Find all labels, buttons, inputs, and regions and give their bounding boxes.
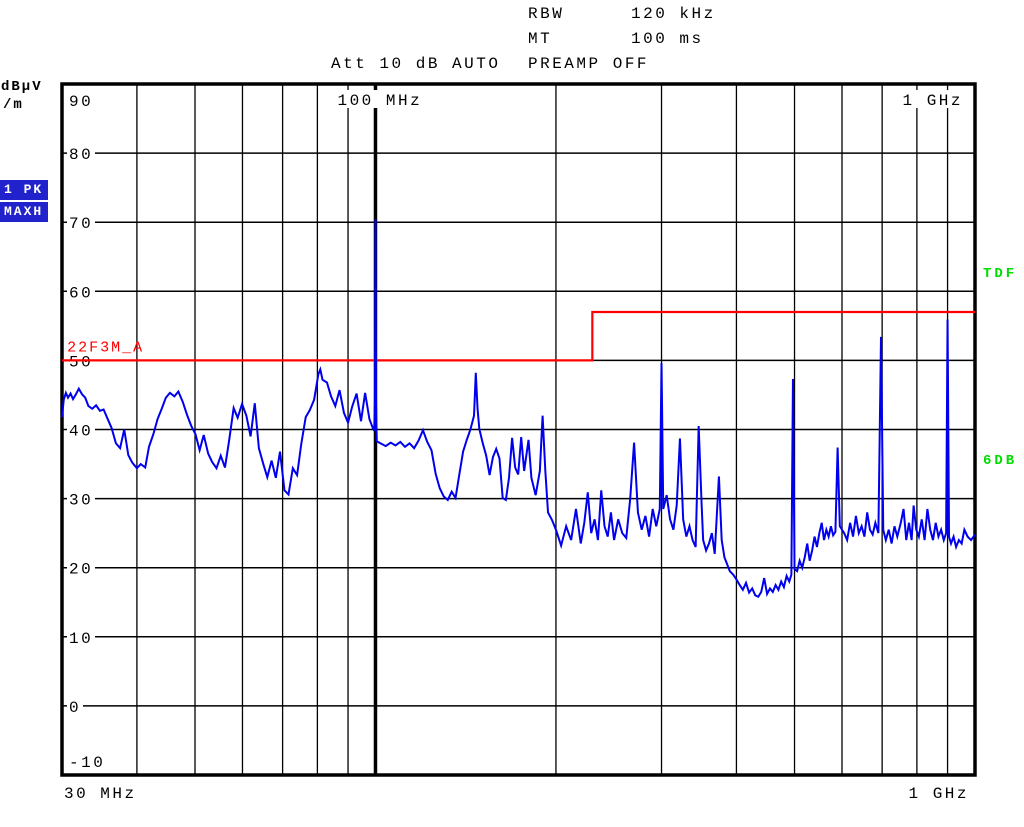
y-unit-label: dBµV <box>1 79 43 95</box>
y-axis-label: 60 <box>69 284 93 302</box>
y-axis-label: 30 <box>69 492 93 510</box>
y-label-bg <box>67 627 95 646</box>
detector-badge: 1 PK <box>0 180 49 200</box>
y-label-bg <box>67 91 95 109</box>
preamp-annotation: PREAMP OFF <box>528 55 650 73</box>
y-label-bg <box>67 558 95 577</box>
y-label-bg <box>67 420 95 439</box>
x-axis-bottom-label: 1 GHz <box>909 785 970 803</box>
y-axis-label: 80 <box>69 146 93 164</box>
y-axis-label: -10 <box>69 754 105 772</box>
y-axis-label: 70 <box>69 215 93 233</box>
x-axis-top-label: 100 MHz <box>337 92 422 110</box>
y-axis-label: 10 <box>69 630 93 648</box>
rbw-label: RBW <box>528 5 565 23</box>
y-axis-label: 90 <box>69 93 93 111</box>
y-unit-label-denominator: /m <box>3 97 24 113</box>
y-axis-label: 20 <box>69 561 93 579</box>
limit-line-label: 22F3M_A <box>67 339 144 356</box>
y-axis-label: 0 <box>69 699 81 717</box>
y-axis-label: 50 <box>69 353 93 371</box>
y-label-bg <box>67 144 95 163</box>
top-label-bg <box>900 90 973 108</box>
margin-6db-label: 6DB <box>983 453 1018 469</box>
y-label-bg <box>67 696 83 715</box>
trace-polyline <box>61 219 976 599</box>
trace-mode-badge: MAXH <box>0 202 49 222</box>
meas-time-value: 100 ms <box>631 30 704 48</box>
attenuation-annotation: Att 10 dB AUTO <box>331 55 501 73</box>
y-axis-label: 40 <box>69 423 93 441</box>
limit-line <box>62 310 975 362</box>
plot-border <box>60 82 977 777</box>
transducer-factor-label: TDF <box>983 266 1018 282</box>
meas-time-label: MT <box>528 30 553 48</box>
y-label-bg <box>67 213 95 232</box>
y-label-bg <box>67 489 95 508</box>
x-axis-bottom-label: 30 MHz <box>64 785 137 803</box>
y-label-bg <box>67 752 107 770</box>
x-axis-top-label: 1 GHz <box>903 92 964 110</box>
rbw-value: 120 kHz <box>631 5 716 23</box>
top-label-bg <box>335 90 433 108</box>
y-label-bg <box>67 282 95 301</box>
